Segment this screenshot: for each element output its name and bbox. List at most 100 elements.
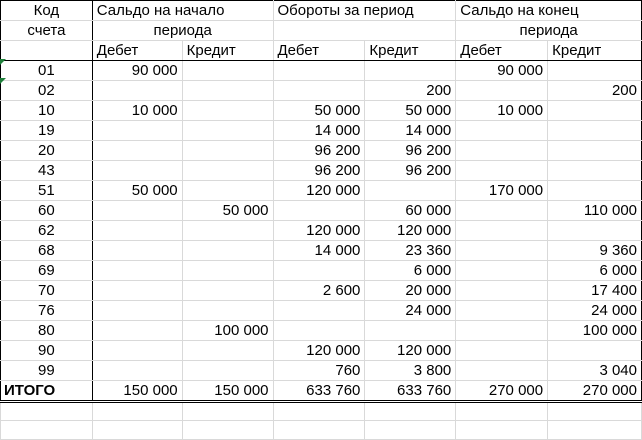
- cell-opening-debit[interactable]: [91, 140, 183, 161]
- cell-turnover-credit[interactable]: 24 000: [364, 300, 457, 321]
- empty-cell[interactable]: [364, 420, 457, 440]
- cell-closing-period[interactable]: периода: [455, 20, 642, 41]
- cell-turnover-debit[interactable]: 14 000: [272, 240, 366, 261]
- cell-opening-credit[interactable]: [181, 360, 274, 381]
- empty-cell[interactable]: [91, 420, 183, 440]
- cell-closing-credit[interactable]: [547, 220, 642, 241]
- cell-closing-credit-header[interactable]: Кредит: [547, 40, 642, 61]
- empty-cell[interactable]: [272, 400, 366, 422]
- empty-cell[interactable]: [91, 400, 183, 422]
- cell-turnover-debit[interactable]: 120 000: [272, 340, 366, 361]
- cell-opening-debit[interactable]: [91, 280, 183, 301]
- cell-closing-debit[interactable]: [455, 240, 549, 261]
- empty-cell[interactable]: [364, 400, 457, 422]
- cell-closing-debit[interactable]: [455, 200, 549, 221]
- cell-closing-credit[interactable]: [547, 180, 642, 201]
- cell-turnover-blank[interactable]: [272, 20, 457, 41]
- cell-total-turnover-credit[interactable]: 633 760: [364, 380, 457, 403]
- cell-turnover-credit[interactable]: [364, 180, 457, 201]
- cell-turnover-credit[interactable]: 14 000: [364, 120, 457, 141]
- cell-account-code[interactable]: 51: [0, 180, 93, 201]
- cell-account-code[interactable]: 90: [0, 340, 93, 361]
- cell-turnover-credit[interactable]: 20 000: [364, 280, 457, 301]
- empty-cell[interactable]: [455, 400, 549, 422]
- cell-opening-credit[interactable]: [181, 100, 274, 121]
- cell-opening-credit[interactable]: [181, 60, 274, 81]
- cell-turnover-debit[interactable]: [272, 300, 366, 321]
- cell-turnover-credit[interactable]: [364, 60, 457, 81]
- cell-closing-debit-header[interactable]: Дебет: [455, 40, 549, 61]
- cell-account-code[interactable]: 19: [0, 120, 93, 141]
- cell-opening-credit[interactable]: [181, 280, 274, 301]
- cell-turnover-debit[interactable]: [272, 320, 366, 341]
- cell-turnover-debit[interactable]: [272, 200, 366, 221]
- cell-closing-credit[interactable]: 17 400: [547, 280, 642, 301]
- cell-opening-debit-header[interactable]: Дебет: [91, 40, 183, 61]
- cell-opening-debit[interactable]: 50 000: [91, 180, 183, 201]
- cell-account-code[interactable]: 20: [0, 140, 93, 161]
- cell-opening-credit[interactable]: [181, 240, 274, 261]
- cell-turnover-debit[interactable]: [272, 260, 366, 281]
- cell-turnover-debit[interactable]: 120 000: [272, 220, 366, 241]
- cell-turnover-debit[interactable]: 50 000: [272, 100, 366, 121]
- cell-turnover-debit[interactable]: 14 000: [272, 120, 366, 141]
- cell-code-header[interactable]: Код: [0, 0, 93, 21]
- cell-opening-credit[interactable]: [181, 80, 274, 101]
- cell-closing-debit[interactable]: [455, 120, 549, 141]
- cell-opening-credit[interactable]: [181, 340, 274, 361]
- empty-cell[interactable]: [181, 420, 274, 440]
- cell-turnover-credit[interactable]: 6 000: [364, 260, 457, 281]
- cell-closing-credit[interactable]: 3 040: [547, 360, 642, 381]
- cell-turnover-credit[interactable]: 60 000: [364, 200, 457, 221]
- cell-closing-credit[interactable]: [547, 140, 642, 161]
- cell-turnover-debit[interactable]: 96 200: [272, 160, 366, 181]
- cell-turnover-debit-header[interactable]: Дебет: [272, 40, 366, 61]
- cell-opening-period[interactable]: периода: [91, 20, 274, 41]
- empty-cell[interactable]: [181, 400, 274, 422]
- cell-opening-credit[interactable]: [181, 300, 274, 321]
- cell-code-header-3[interactable]: [0, 40, 93, 61]
- empty-cell[interactable]: [0, 420, 93, 440]
- cell-account-code[interactable]: 99: [0, 360, 93, 381]
- cell-closing-debit[interactable]: [455, 340, 549, 361]
- cell-account-code[interactable]: 02: [0, 80, 93, 101]
- cell-closing-debit[interactable]: [455, 300, 549, 321]
- cell-opening-debit[interactable]: 90 000: [91, 60, 183, 81]
- cell-turnover-credit[interactable]: 120 000: [364, 220, 457, 241]
- cell-closing-credit[interactable]: 9 360: [547, 240, 642, 261]
- cell-closing-debit[interactable]: 90 000: [455, 60, 549, 81]
- cell-account-code[interactable]: 70: [0, 280, 93, 301]
- cell-opening-debit[interactable]: 10 000: [91, 100, 183, 121]
- cell-closing-debit[interactable]: [455, 80, 549, 101]
- cell-opening-credit[interactable]: [181, 140, 274, 161]
- empty-cell[interactable]: [272, 420, 366, 440]
- cell-opening-credit[interactable]: [181, 160, 274, 181]
- cell-turnover-debit[interactable]: [272, 60, 366, 81]
- empty-cell[interactable]: [0, 400, 93, 422]
- cell-total-opening-credit[interactable]: 150 000: [181, 380, 274, 403]
- cell-closing-credit[interactable]: 110 000: [547, 200, 642, 221]
- cell-opening-debit[interactable]: [91, 320, 183, 341]
- empty-cell[interactable]: [455, 420, 549, 440]
- cell-opening-debit[interactable]: [91, 120, 183, 141]
- cell-closing-credit[interactable]: [547, 160, 642, 181]
- cell-opening-debit[interactable]: [91, 360, 183, 381]
- cell-opening-credit[interactable]: 50 000: [181, 200, 274, 221]
- cell-closing-credit[interactable]: 24 000: [547, 300, 642, 321]
- cell-account-code[interactable]: 76: [0, 300, 93, 321]
- cell-opening-debit[interactable]: [91, 200, 183, 221]
- cell-turnover-credit[interactable]: 120 000: [364, 340, 457, 361]
- cell-opening-credit[interactable]: [181, 260, 274, 281]
- cell-account-code[interactable]: 62: [0, 220, 93, 241]
- cell-opening-balance-header[interactable]: Сальдо на начало: [91, 0, 274, 21]
- cell-opening-debit[interactable]: [91, 220, 183, 241]
- cell-account-code[interactable]: 43: [0, 160, 93, 181]
- cell-turnover-credit[interactable]: 96 200: [364, 140, 457, 161]
- cell-turnover-credit[interactable]: [364, 320, 457, 341]
- cell-opening-debit[interactable]: [91, 340, 183, 361]
- cell-closing-credit[interactable]: [547, 100, 642, 121]
- cell-closing-debit[interactable]: 10 000: [455, 100, 549, 121]
- cell-account-code[interactable]: 60: [0, 200, 93, 221]
- cell-account-code[interactable]: 01: [0, 60, 93, 81]
- cell-closing-credit[interactable]: [547, 120, 642, 141]
